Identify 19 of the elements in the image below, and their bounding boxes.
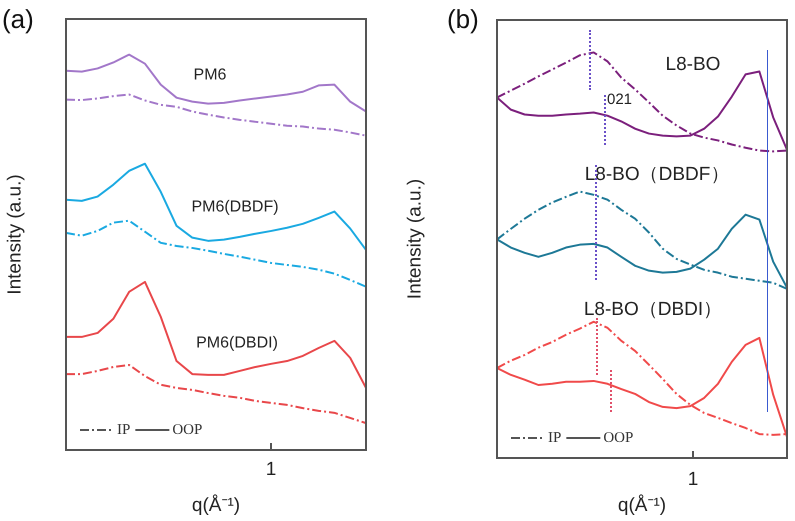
y-axis-title: Intensity (a.u.): [404, 178, 426, 300]
y-axis-title: Intensity (a.u.): [4, 174, 26, 295]
legend-label: IP: [117, 422, 130, 438]
text: 1: [266, 459, 276, 480]
annotation: L8-BO（DBDI）: [584, 299, 722, 320]
x-axis-title: q(Å⁻¹): [618, 494, 666, 516]
legend-label: OOP: [603, 430, 634, 446]
annotation: PM6(DBDF): [191, 198, 279, 216]
chart-title: (b): [447, 4, 479, 34]
annotation: PM6(DBDI): [196, 334, 278, 352]
text: 1: [688, 469, 698, 490]
chart-title: (a): [2, 4, 34, 34]
annotation: L8-BO: [666, 54, 720, 76]
annotation: 021: [607, 91, 632, 108]
x-axis-title: q(Å⁻¹): [192, 494, 240, 516]
legend-label: IP: [548, 430, 562, 446]
annotation: PM6: [194, 66, 227, 84]
legend-label: OOP: [172, 422, 202, 438]
annotation: L8-BO（DBDF）: [584, 164, 730, 186]
